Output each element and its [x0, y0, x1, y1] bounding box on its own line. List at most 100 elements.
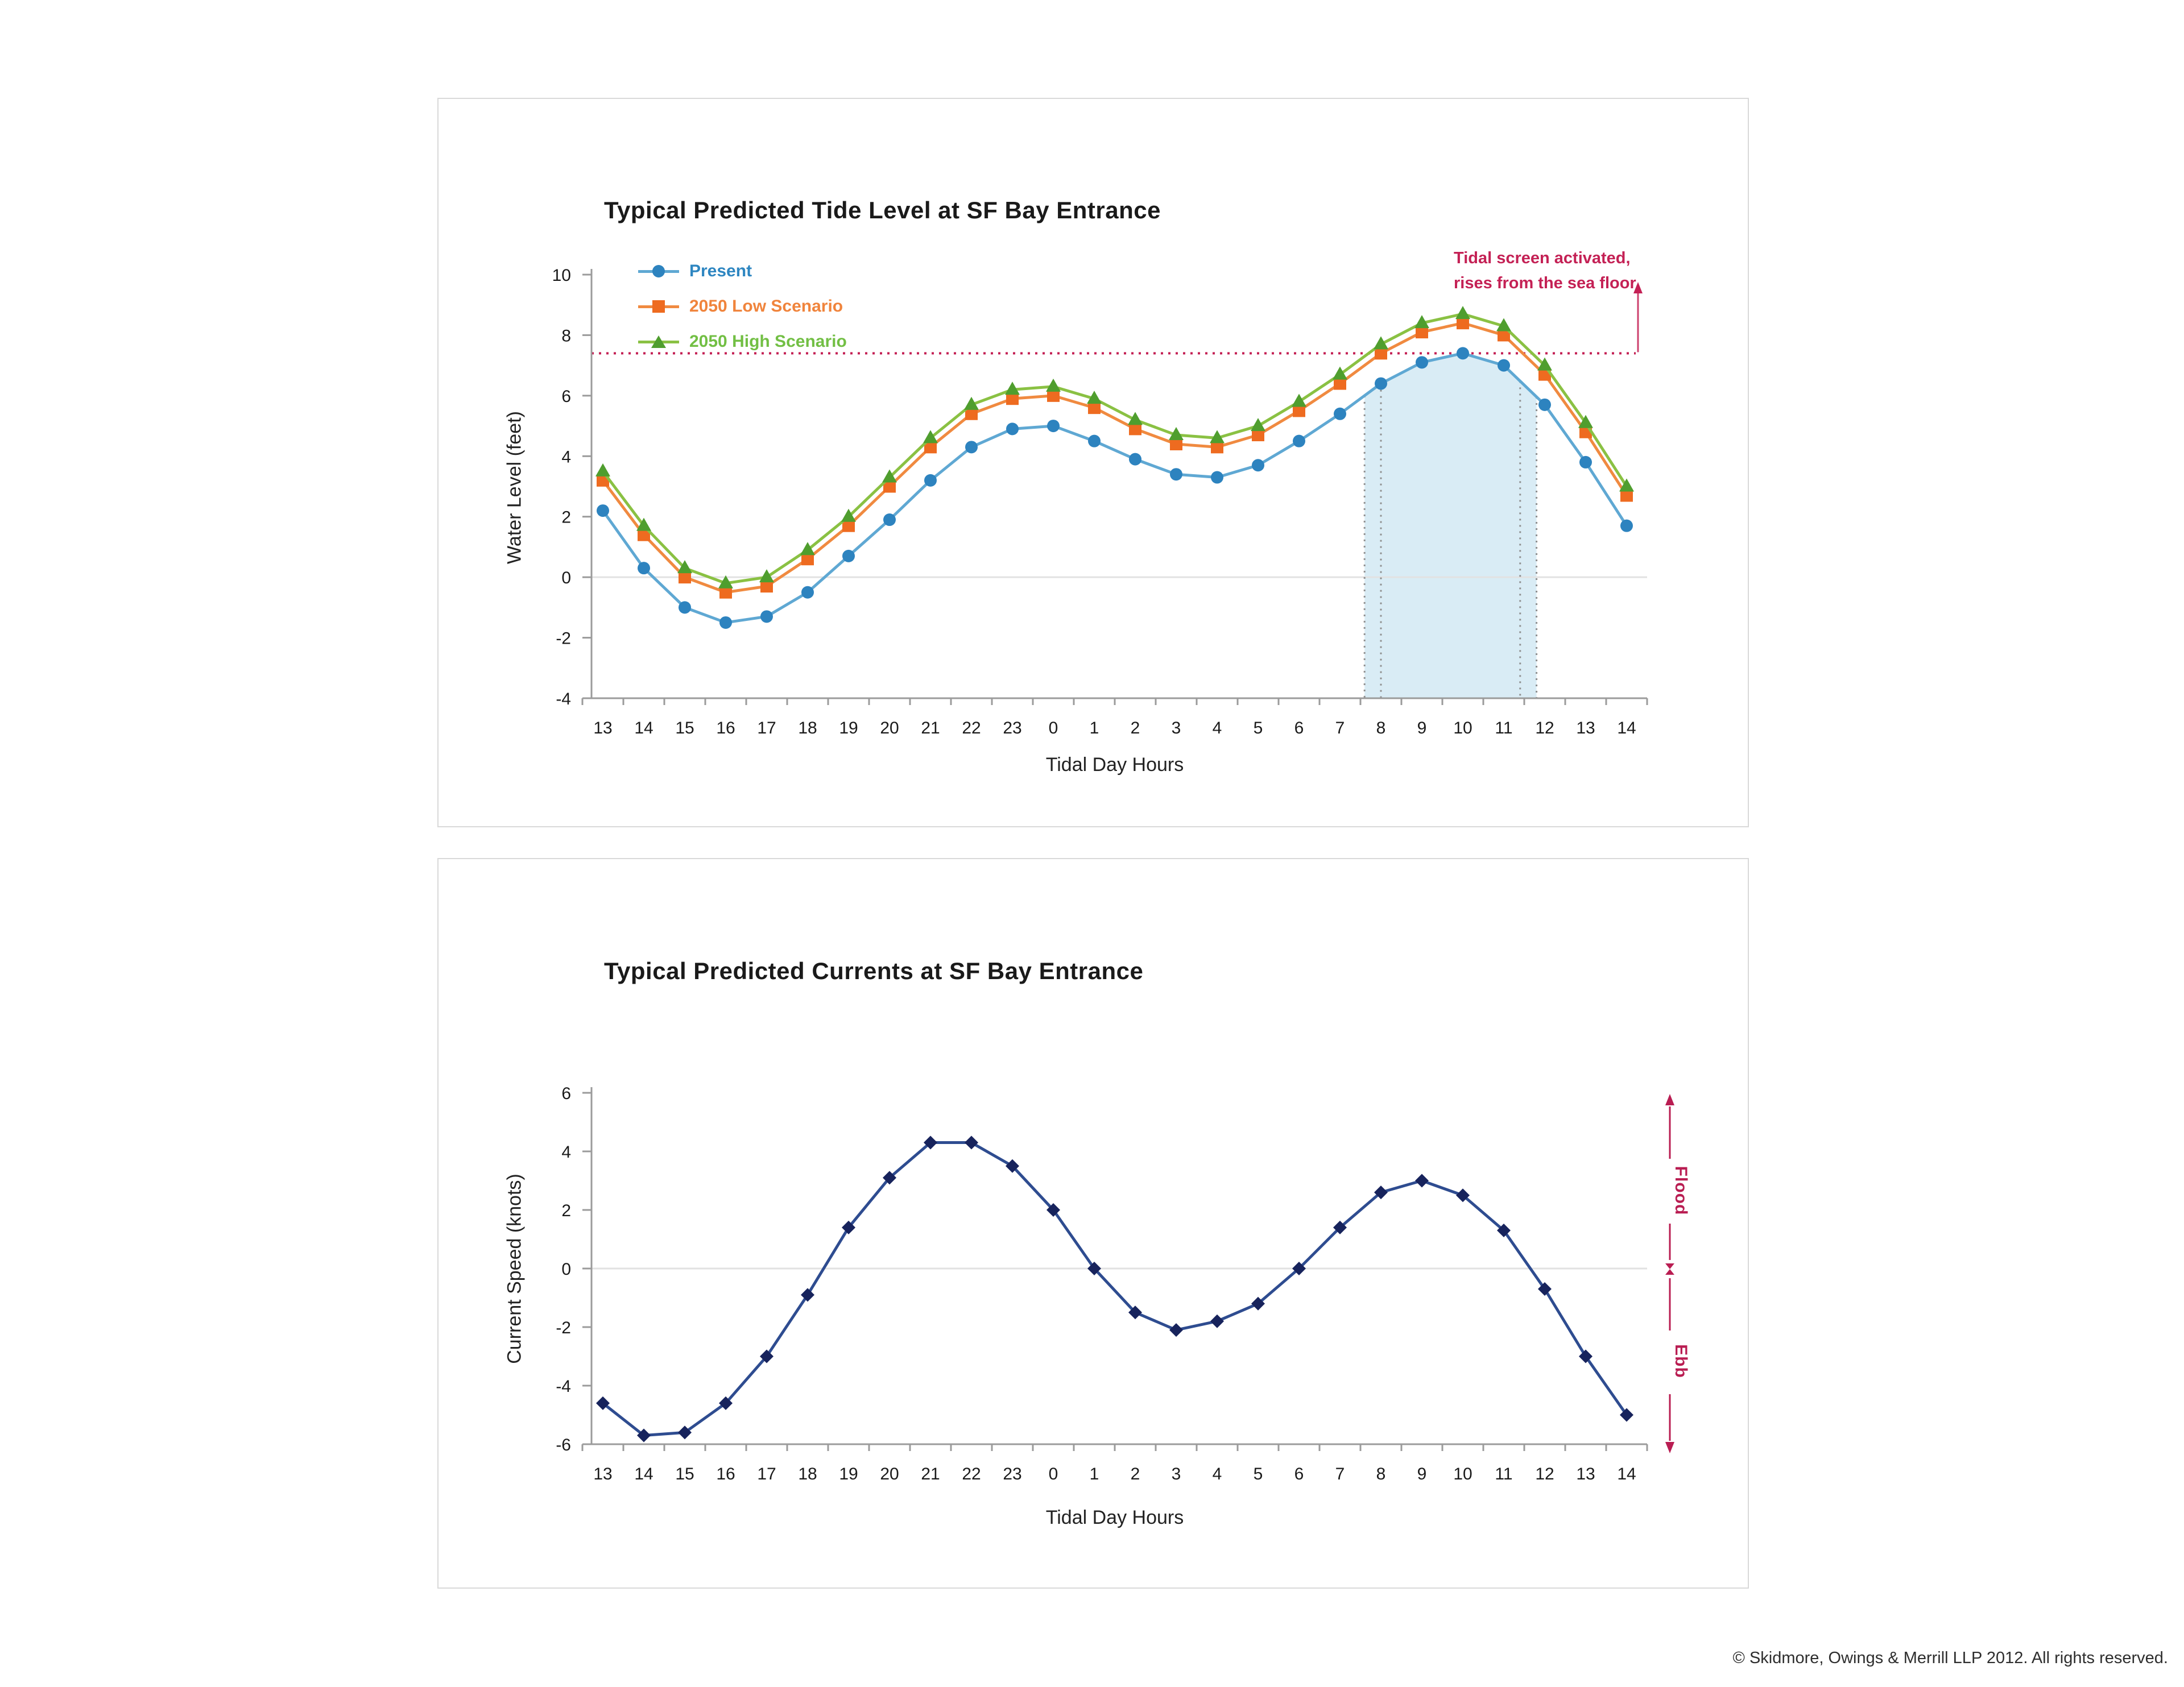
svg-text:-2: -2 — [556, 1319, 571, 1337]
svg-text:8: 8 — [561, 326, 571, 345]
svg-text:20: 20 — [880, 719, 899, 737]
svg-text:19: 19 — [839, 719, 858, 737]
svg-text:21: 21 — [921, 719, 940, 737]
svg-text:1: 1 — [1090, 1465, 1099, 1483]
tide-series-2050-high-scenario — [595, 306, 1634, 588]
high-line-triangle-icon — [638, 335, 679, 349]
tide-series-2050-low-scenario — [597, 317, 1633, 599]
copyright-notice: © Skidmore, Owings & Merrill LLP 2012. A… — [1732, 1649, 2168, 1667]
legend-item-2050-high: 2050 High Scenario — [638, 324, 847, 359]
annotation-line-2: rises from the sea floor. — [1454, 274, 1640, 292]
tide-x-axis-title: Tidal Day Hours — [1045, 754, 1184, 776]
svg-text:20: 20 — [880, 1465, 899, 1483]
svg-text:17: 17 — [757, 719, 776, 737]
svg-text:13: 13 — [593, 719, 612, 737]
svg-text:13: 13 — [1576, 1465, 1595, 1483]
svg-text:6: 6 — [561, 1084, 571, 1103]
svg-text:2: 2 — [1131, 1465, 1140, 1483]
svg-text:7: 7 — [1335, 719, 1345, 737]
svg-text:-4: -4 — [556, 1377, 571, 1396]
svg-text:1: 1 — [1090, 719, 1099, 737]
tide-series-present — [597, 347, 1633, 629]
svg-text:17: 17 — [757, 1465, 776, 1483]
svg-text:4: 4 — [561, 1143, 571, 1162]
svg-text:5: 5 — [1254, 1465, 1263, 1483]
legend-label: 2050 High Scenario — [689, 332, 847, 351]
svg-text:13: 13 — [1576, 719, 1595, 737]
svg-text:11: 11 — [1495, 719, 1512, 737]
present-line-circle-icon — [638, 264, 679, 278]
currents-y-axis-title: Current Speed (knots) — [503, 1174, 526, 1364]
legend-item-2050-low: 2050 Low Scenario — [638, 289, 847, 324]
svg-text:3: 3 — [1172, 719, 1181, 737]
svg-text:0: 0 — [561, 569, 571, 587]
svg-text:22: 22 — [962, 1465, 981, 1483]
tidal-screen-annotation: Tidal screen activated, rises from the s… — [1454, 246, 1640, 296]
svg-text:13: 13 — [593, 1465, 612, 1483]
currents-series — [596, 1135, 1633, 1443]
svg-text:12: 12 — [1535, 719, 1554, 737]
low-line-square-icon — [638, 300, 679, 313]
svg-text:10: 10 — [552, 266, 571, 285]
annotation-line-1: Tidal screen activated, — [1454, 249, 1631, 267]
svg-text:22: 22 — [962, 719, 981, 737]
svg-text:8: 8 — [1376, 719, 1386, 737]
svg-text:14: 14 — [1617, 719, 1636, 737]
svg-text:14: 14 — [634, 1465, 653, 1483]
tide-chart-legend: Present 2050 Low Scenario 2050 High Scen… — [638, 254, 847, 359]
currents-x-axis-title: Tidal Day Hours — [1045, 1507, 1184, 1528]
svg-text:2: 2 — [1131, 719, 1140, 737]
svg-text:-4: -4 — [556, 690, 571, 708]
legend-label: Present — [689, 262, 752, 280]
svg-text:0: 0 — [561, 1260, 571, 1279]
svg-text:-2: -2 — [556, 629, 571, 648]
legend-item-present: Present — [638, 254, 847, 289]
svg-text:12: 12 — [1535, 1465, 1554, 1483]
svg-text:2: 2 — [561, 508, 571, 527]
currents-chart-title: Typical Predicted Currents at SF Bay Ent… — [604, 958, 1144, 984]
svg-text:15: 15 — [675, 1465, 694, 1483]
flood-arrow-up-icon — [1665, 1094, 1674, 1105]
flood-ebb-axis: Flood Ebb — [1665, 1094, 1690, 1453]
flood-label: Flood — [1672, 1166, 1690, 1216]
svg-text:8: 8 — [1376, 1465, 1386, 1483]
tidal-screen-shaded-region — [1364, 353, 1537, 698]
svg-text:4: 4 — [561, 447, 571, 466]
tide-y-axis-title: Water Level (feet) — [503, 411, 526, 564]
svg-text:4: 4 — [1213, 719, 1222, 737]
svg-text:14: 14 — [1617, 1465, 1636, 1483]
svg-text:16: 16 — [716, 719, 735, 737]
ebb-label: Ebb — [1672, 1344, 1690, 1378]
svg-text:19: 19 — [839, 1465, 858, 1483]
svg-text:9: 9 — [1417, 719, 1427, 737]
svg-text:15: 15 — [675, 719, 694, 737]
svg-text:3: 3 — [1172, 1465, 1181, 1483]
svg-text:-6: -6 — [556, 1436, 571, 1454]
svg-text:6: 6 — [1294, 719, 1304, 737]
svg-text:23: 23 — [1003, 719, 1021, 737]
svg-text:18: 18 — [798, 719, 817, 737]
svg-text:23: 23 — [1003, 1465, 1021, 1483]
svg-text:6: 6 — [561, 387, 571, 406]
svg-text:7: 7 — [1335, 1465, 1345, 1483]
svg-text:14: 14 — [634, 719, 653, 737]
svg-text:2: 2 — [561, 1201, 571, 1220]
svg-text:6: 6 — [1294, 1465, 1304, 1483]
svg-text:9: 9 — [1417, 1465, 1427, 1483]
svg-text:4: 4 — [1213, 1465, 1222, 1483]
svg-text:16: 16 — [716, 1465, 735, 1483]
currents-chart-card — [437, 858, 1749, 1589]
ebb-arrow-down-icon — [1665, 1442, 1674, 1453]
svg-text:5: 5 — [1254, 719, 1263, 737]
svg-text:11: 11 — [1495, 1465, 1512, 1483]
svg-text:21: 21 — [921, 1465, 940, 1483]
legend-label: 2050 Low Scenario — [689, 297, 843, 316]
svg-text:10: 10 — [1453, 719, 1472, 737]
tide-chart-title: Typical Predicted Tide Level at SF Bay E… — [604, 197, 1161, 223]
svg-text:0: 0 — [1049, 1465, 1058, 1483]
annotation-arrow-up-icon — [1633, 282, 1643, 293]
zero-marker-icon — [1665, 1263, 1674, 1269]
